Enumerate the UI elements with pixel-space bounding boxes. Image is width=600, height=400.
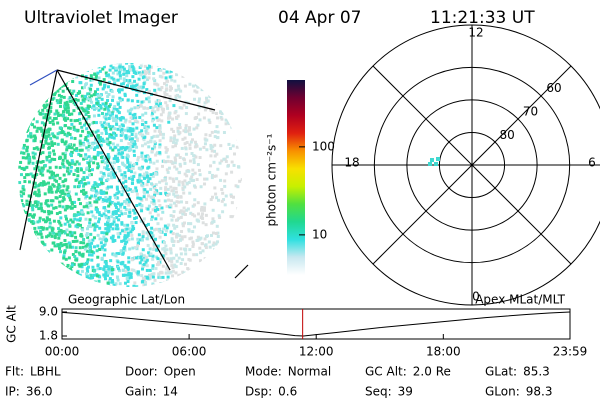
fov-lines	[19, 69, 249, 279]
auroral-image	[18, 63, 242, 287]
lat-label: 70	[523, 105, 538, 119]
mlt-label: 6	[588, 156, 596, 170]
alt-curve	[61, 311, 571, 337]
polar-aurora	[430, 158, 434, 162]
field-value: 14	[163, 385, 178, 399]
instrument: Ultraviolet Imager	[24, 8, 178, 28]
field-value: 36.0	[26, 385, 53, 399]
field-value: LBHL	[30, 365, 61, 379]
polar-aurora	[436, 157, 440, 161]
field-label: GC Alt:	[365, 365, 407, 379]
y-tick-label: 1.8	[39, 329, 58, 343]
field-value: 39	[398, 385, 413, 399]
mlt-label: 12	[468, 26, 483, 40]
field-label: IP:	[5, 385, 20, 399]
alt-left-label: Geographic Lat/Lon	[68, 293, 185, 307]
field-label: GLon:	[485, 385, 520, 399]
field-label: Door:	[125, 365, 158, 379]
time: 11:21:33 UT	[430, 8, 535, 28]
field-value: 85.3	[523, 365, 550, 379]
polar-aurora	[434, 162, 438, 166]
field-value: Normal	[288, 365, 331, 379]
mlt-label: 18	[344, 156, 359, 170]
field-label: Seq:	[365, 385, 392, 399]
field-label: GLat:	[485, 365, 517, 379]
y-tick-label: 9.0	[39, 305, 58, 319]
polar-aurora	[428, 162, 432, 166]
x-tick-label: 06:00	[172, 345, 207, 359]
field-value: 98.3	[526, 385, 553, 399]
field-label: Flt:	[5, 365, 24, 379]
field-label: Mode:	[245, 365, 282, 379]
field-label: Gain:	[125, 385, 157, 399]
x-tick-label: 23:59	[553, 345, 588, 359]
alt-right-label: Apex MLat/MLT	[475, 293, 565, 307]
x-tick-label: 12:00	[299, 345, 334, 359]
field-value: Open	[164, 365, 196, 379]
colorbar	[287, 80, 305, 275]
lat-label: 80	[499, 128, 514, 142]
colorbar-tick-label: 100	[312, 139, 335, 153]
lat-label: 60	[546, 81, 561, 95]
x-tick-label: 00:00	[45, 345, 80, 359]
mlt-label: 0	[472, 290, 480, 304]
alt-axis-label: GC Alt	[5, 305, 19, 343]
x-tick-label: 18:00	[426, 345, 461, 359]
date: 04 Apr 07	[278, 8, 361, 28]
field-label: Dsp:	[245, 385, 272, 399]
field-value: 0.6	[278, 385, 297, 399]
colorbar-label: photon cm⁻²s⁻¹	[265, 133, 279, 226]
field-value: 2.0 Re	[413, 365, 451, 379]
colorbar-tick-label: 10	[312, 227, 327, 241]
